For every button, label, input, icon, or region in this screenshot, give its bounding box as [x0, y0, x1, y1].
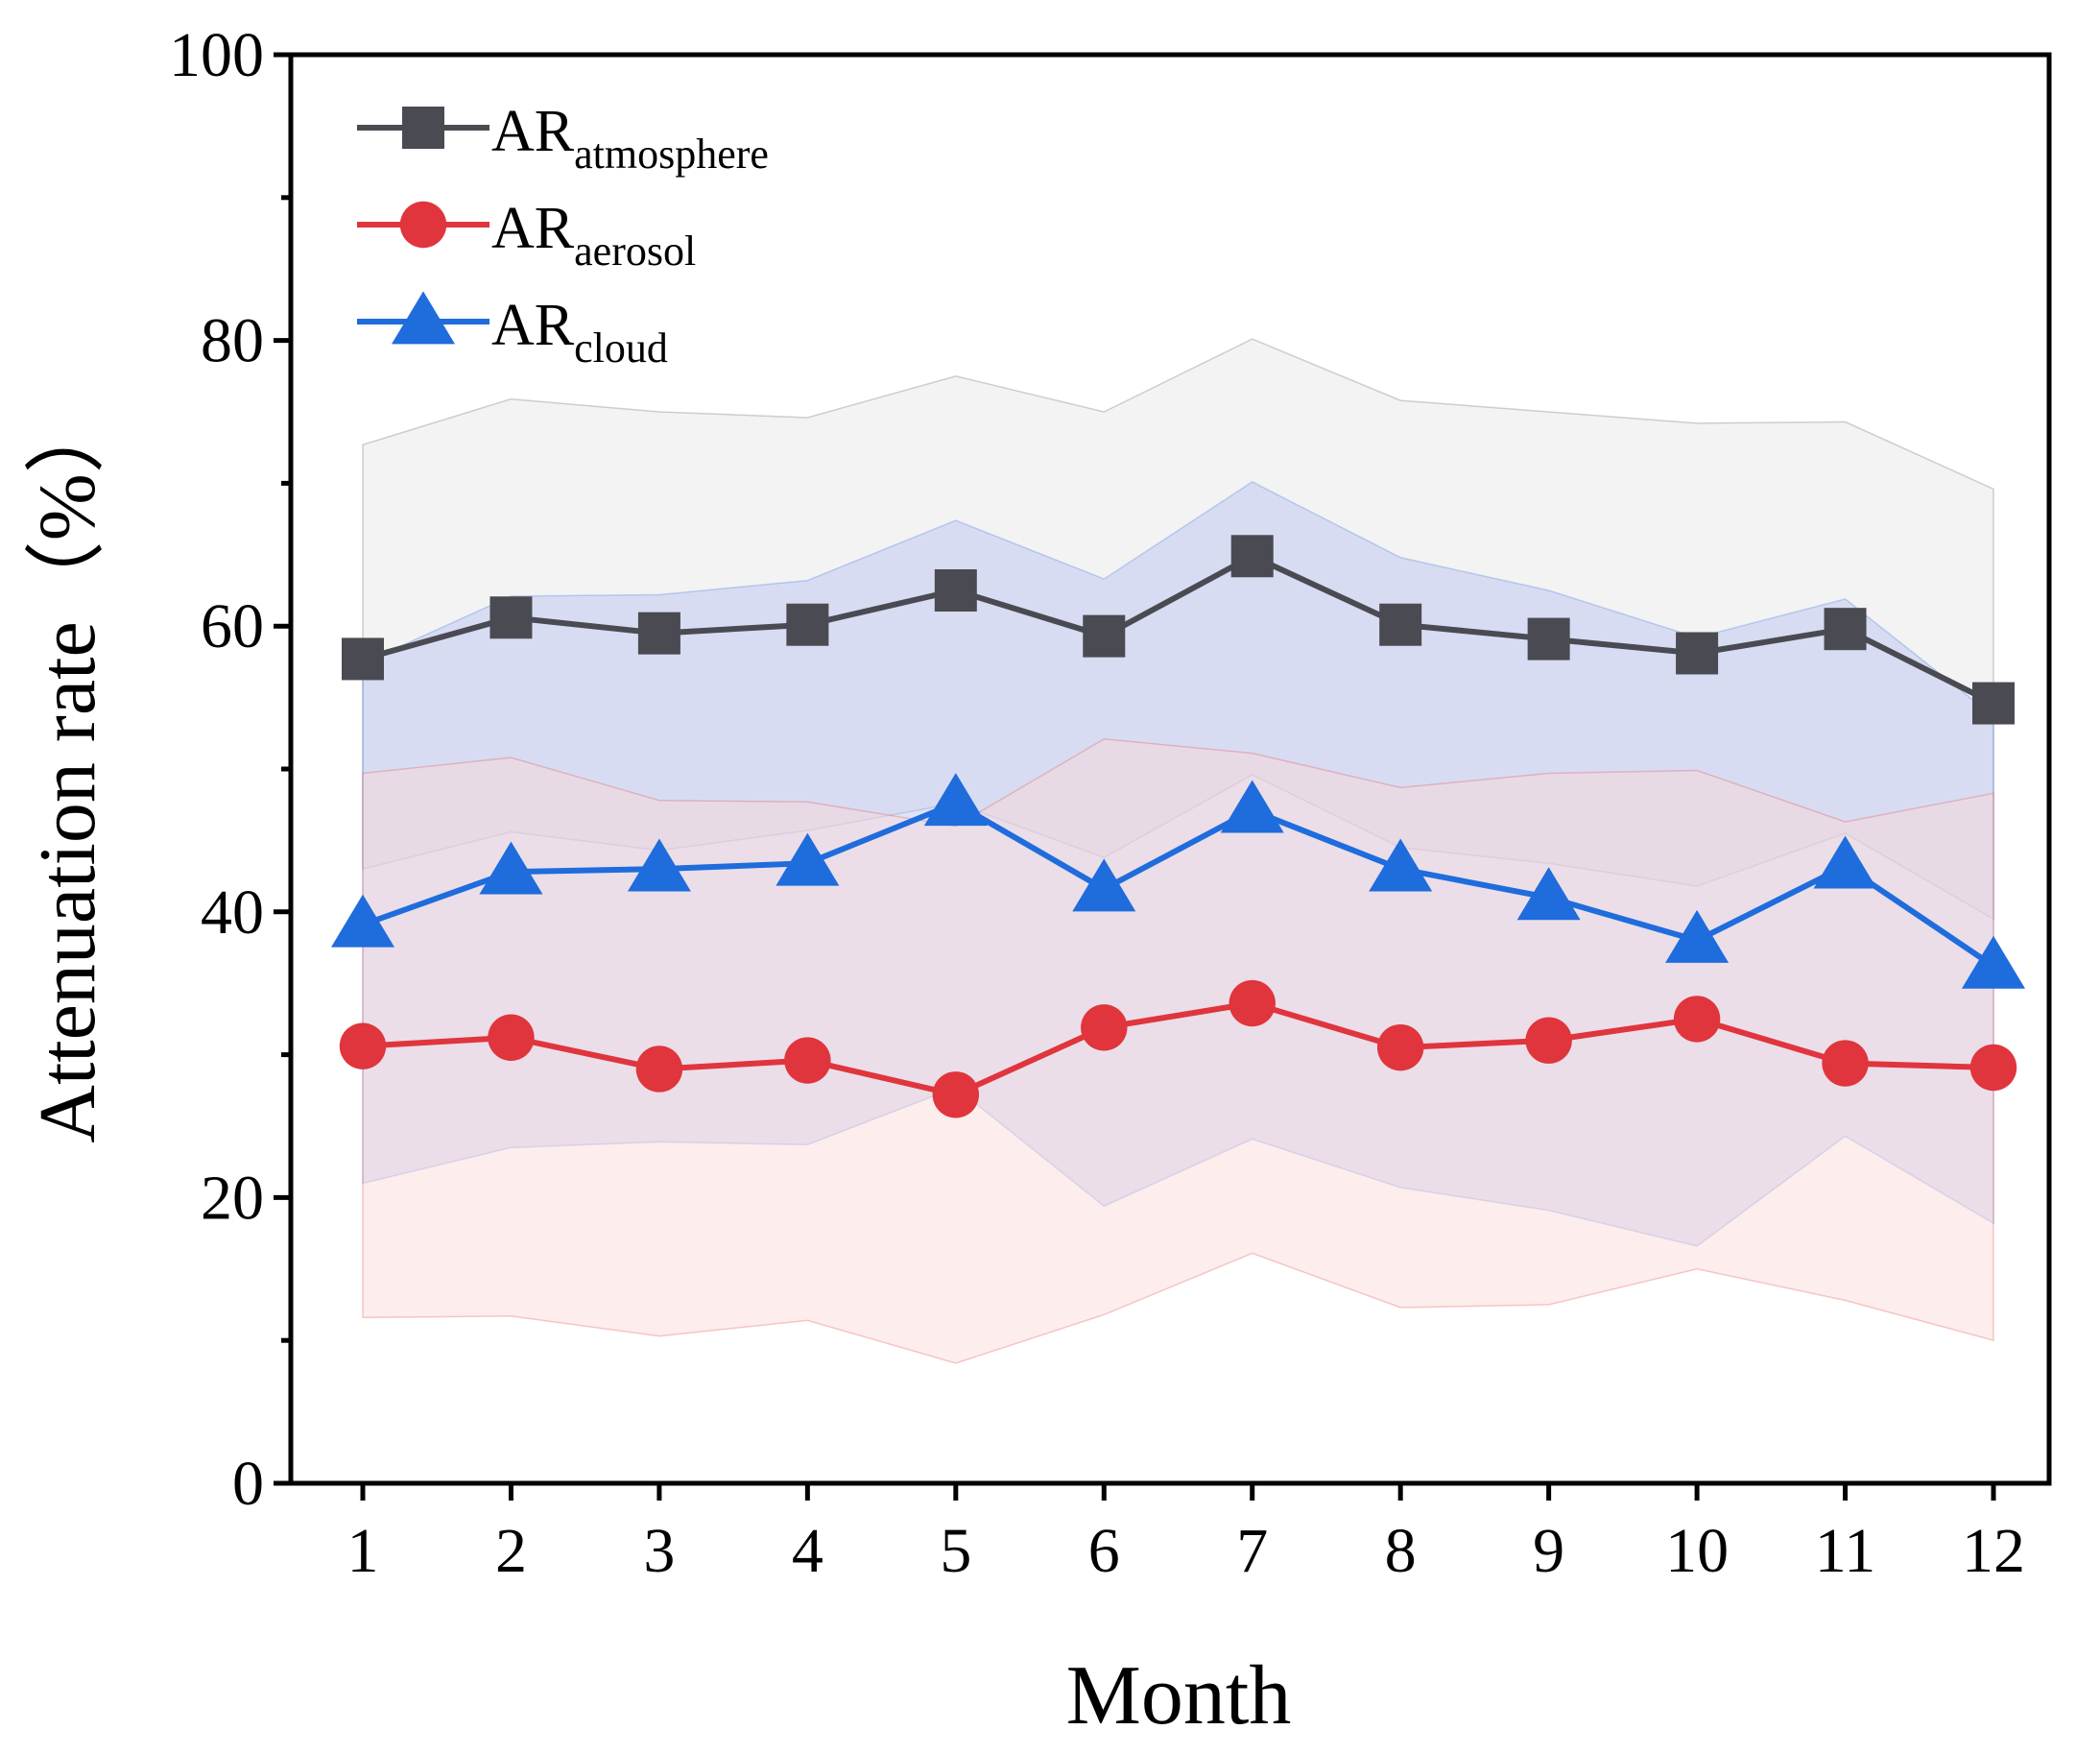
y-tick-label: 20: [201, 1163, 264, 1233]
legend: ARatmosphere ARaerosol ARcloud: [357, 99, 769, 372]
legend-marker-cloud: [392, 291, 455, 345]
point-cloud: [479, 841, 543, 895]
point-atmosphere: [1379, 603, 1422, 646]
y-tick-label: 60: [201, 591, 264, 661]
point-aerosol: [1081, 1004, 1128, 1051]
point-cloud: [1072, 858, 1136, 912]
y-tick-label: 80: [201, 306, 264, 376]
point-aerosol: [1969, 1044, 2017, 1092]
point-cloud: [331, 894, 394, 948]
band-aerosol: [362, 737, 1994, 1364]
x-tick-label: 3: [643, 1516, 675, 1586]
point-aerosol: [1525, 1017, 1572, 1064]
x-tick-label: 7: [1236, 1516, 1268, 1586]
band-atmosphere: [362, 338, 1994, 921]
band-cloud: [362, 481, 1994, 1247]
line-aerosol: [362, 999, 1994, 1098]
point-cloud: [1813, 835, 1877, 889]
point-atmosphere: [786, 603, 829, 646]
point-atmosphere: [1527, 617, 1570, 661]
point-aerosol: [635, 1045, 683, 1093]
x-tick-label: 5: [940, 1516, 971, 1586]
y-axis-label: Attenuation rate（%）: [23, 393, 112, 1142]
line-atmosphere: [362, 552, 1995, 707]
point-aerosol: [339, 1022, 387, 1069]
point-atmosphere: [1972, 682, 2015, 725]
point-cloud: [1369, 838, 1433, 892]
point-cloud: [1220, 780, 1284, 833]
point-cloud: [776, 832, 840, 886]
point-aerosol: [488, 1014, 535, 1061]
point-atmosphere: [1083, 614, 1126, 658]
y-tick-label: 100: [169, 20, 264, 90]
point-aerosol: [1229, 979, 1276, 1027]
x-tick-label: 12: [1962, 1516, 2025, 1586]
line-cloud: [361, 800, 1995, 969]
point-cloud: [1516, 867, 1581, 921]
series-lines: [331, 535, 2025, 1118]
x-tick-label: 9: [1533, 1516, 1564, 1586]
legend-label-aerosol: ARaerosol: [491, 196, 696, 275]
y-tick-label: 0: [232, 1449, 264, 1519]
x-tick-label: 11: [1815, 1516, 1876, 1586]
x-tick-label: 4: [792, 1516, 823, 1586]
point-aerosol: [1822, 1040, 1869, 1087]
point-atmosphere: [934, 569, 977, 612]
point-atmosphere: [1676, 632, 1719, 675]
legend-marker-atmosphere: [402, 107, 444, 149]
legend-marker-aerosol: [399, 201, 447, 249]
x-axis-label: Month: [1066, 1649, 1292, 1742]
x-tick-label: 1: [347, 1516, 379, 1586]
point-cloud: [627, 838, 691, 892]
point-aerosol: [1376, 1023, 1424, 1071]
x-tick-label: 6: [1088, 1516, 1120, 1586]
point-cloud: [1962, 935, 2025, 989]
point-atmosphere: [637, 612, 680, 655]
point-atmosphere: [1824, 608, 1867, 651]
point-atmosphere: [489, 596, 533, 639]
point-aerosol: [1673, 996, 1721, 1043]
point-atmosphere: [1230, 535, 1274, 578]
point-aerosol: [784, 1037, 831, 1084]
point-cloud: [1665, 909, 1730, 963]
y-tick-label: 40: [201, 877, 264, 948]
point-atmosphere: [342, 637, 384, 681]
x-tick-label: 8: [1385, 1516, 1417, 1586]
x-tick-label: 10: [1665, 1516, 1729, 1586]
legend-label-atmosphere: ARatmosphere: [491, 99, 769, 178]
confidence-bands: [362, 338, 1994, 1364]
legend-label-cloud: ARcloud: [491, 293, 668, 372]
point-aerosol: [932, 1071, 980, 1118]
point-cloud: [923, 773, 988, 827]
x-tick-label: 2: [495, 1516, 527, 1586]
